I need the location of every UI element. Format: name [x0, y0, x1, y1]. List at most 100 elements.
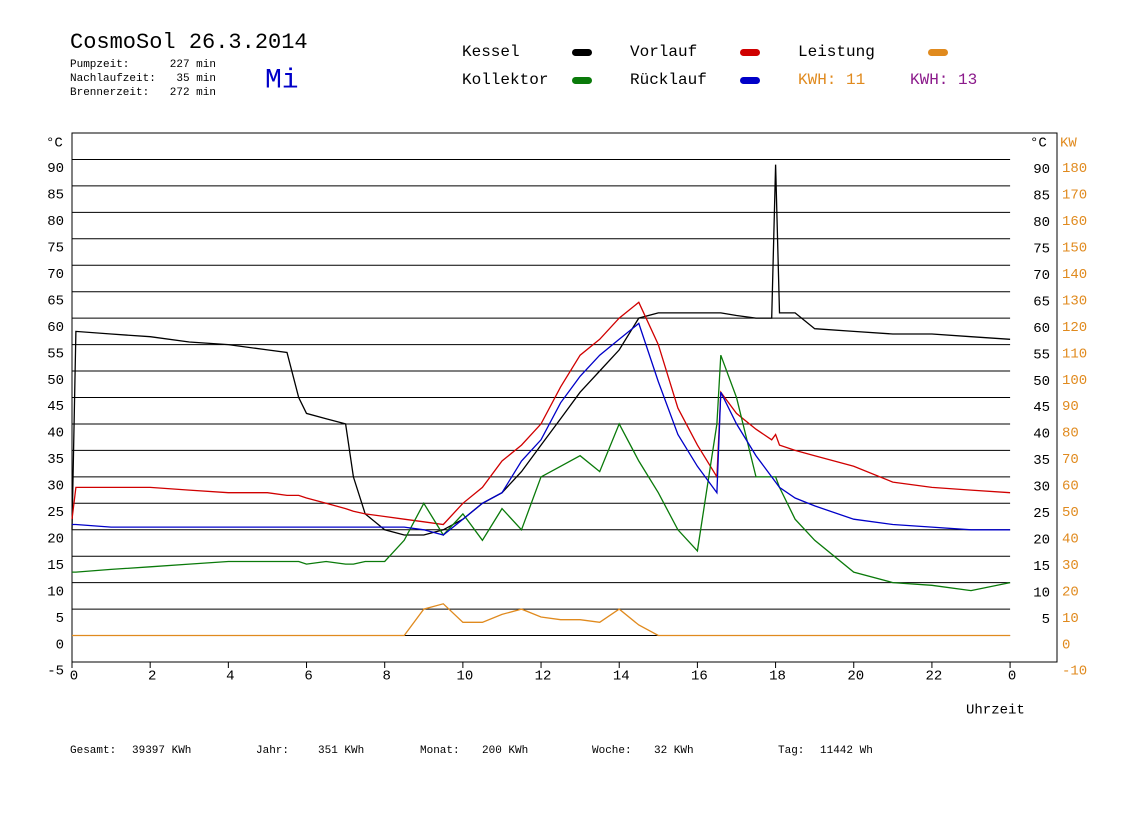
- y-tick-label: 25: [47, 505, 64, 521]
- y-tick-label: 50: [47, 373, 64, 389]
- y-tick-label: 15: [47, 558, 64, 574]
- y-right-tick-label: 35: [1033, 453, 1050, 469]
- footer-value: 39397 KWh: [132, 745, 191, 757]
- y2-tick-label: 60: [1062, 479, 1079, 495]
- weekday: Mi: [265, 65, 299, 96]
- y2-tick-label: 140: [1062, 267, 1087, 283]
- legend-swatch: [740, 49, 760, 56]
- y-tick-label: 85: [47, 188, 64, 204]
- x-tick-label: 14: [613, 669, 630, 685]
- x-tick-label: 6: [304, 669, 312, 685]
- y2-tick-label: 50: [1062, 505, 1079, 521]
- y2-tick-label: -10: [1062, 664, 1087, 680]
- y-right-tick-label: 25: [1033, 506, 1050, 522]
- y-right-tick-label: 65: [1033, 294, 1050, 310]
- y-label: °C: [46, 136, 63, 152]
- title: CosmoSol 26.3.2014: [70, 30, 308, 55]
- y2-tick-label: 130: [1062, 293, 1087, 309]
- kwh-label: KWH: 11: [798, 71, 865, 89]
- stat-label: Nachlaufzeit:: [70, 73, 156, 85]
- stat-label: Brennerzeit:: [70, 87, 149, 99]
- x-label: Uhrzeit: [966, 703, 1025, 719]
- kwh-label: KWH: 13: [910, 71, 977, 89]
- stat-label: Pumpzeit:: [70, 59, 129, 71]
- legend-label: Kessel: [462, 43, 520, 61]
- y2-tick-label: 160: [1062, 214, 1087, 230]
- x-tick-label: 12: [535, 669, 552, 685]
- y-right-tick-label: 10: [1033, 585, 1050, 601]
- y-right-tick-label: 5: [1042, 612, 1050, 628]
- y2-tick-label: 120: [1062, 320, 1087, 336]
- footer-value: 351 KWh: [318, 745, 364, 757]
- series-line: [72, 354, 1011, 592]
- series-line: [71, 301, 1011, 526]
- footer-value: 11442 Wh: [820, 745, 873, 757]
- footer-value: 32 KWh: [654, 745, 694, 757]
- legend-swatch: [928, 49, 948, 56]
- y-right-tick-label: 85: [1033, 189, 1050, 205]
- y-right-tick-label: 20: [1033, 532, 1050, 548]
- y-tick-label: -5: [47, 664, 64, 680]
- legend-label: Kollektor: [462, 71, 548, 89]
- y-right-tick-label: 55: [1033, 347, 1050, 363]
- y-right-tick-label: 80: [1033, 215, 1050, 231]
- y-right-label: °C: [1030, 136, 1047, 152]
- y-tick-label: 65: [47, 293, 64, 309]
- y2-tick-label: 80: [1062, 426, 1079, 442]
- stat-value: 227 min: [170, 59, 216, 71]
- y2-tick-label: 20: [1062, 584, 1079, 600]
- x-tick-label: 0: [70, 669, 78, 685]
- y2-tick-label: 110: [1062, 346, 1087, 362]
- x-tick-label: 4: [226, 669, 234, 685]
- y-tick-label: 40: [47, 426, 64, 442]
- y-right-tick-label: 40: [1033, 427, 1050, 443]
- y2-tick-label: 180: [1062, 161, 1087, 177]
- y2-tick-label: 40: [1062, 531, 1079, 547]
- y-tick-label: 0: [56, 637, 64, 653]
- y-tick-label: 90: [47, 161, 64, 177]
- y2-tick-label: 30: [1062, 558, 1079, 574]
- legend-label: Rücklauf: [630, 71, 707, 89]
- y-right-tick-label: 50: [1033, 374, 1050, 390]
- y-tick-label: 55: [47, 346, 64, 362]
- series-line: [71, 164, 1011, 536]
- y-tick-label: 35: [47, 452, 64, 468]
- x-tick-label: 10: [456, 669, 473, 685]
- y-tick-label: 30: [47, 479, 64, 495]
- legend-swatch: [572, 49, 592, 56]
- legend-label: Vorlauf: [630, 43, 697, 61]
- series-line: [72, 603, 1011, 637]
- x-tick-label: 18: [769, 669, 786, 685]
- x-tick-label: 8: [382, 669, 390, 685]
- footer-label: Woche:: [592, 745, 632, 757]
- y-tick-label: 5: [56, 611, 64, 627]
- y2-tick-label: 10: [1062, 611, 1079, 627]
- footer-value: 200 KWh: [482, 745, 528, 757]
- y2-tick-label: 170: [1062, 188, 1087, 204]
- y-right-tick-label: 90: [1033, 162, 1050, 178]
- x-tick-label: 22: [926, 669, 943, 685]
- y-tick-label: 60: [47, 320, 64, 336]
- y-tick-label: 70: [47, 267, 64, 283]
- stat-value: 272 min: [170, 87, 216, 99]
- y2-label: KW: [1060, 136, 1077, 152]
- footer-label: Monat:: [420, 745, 460, 757]
- x-tick-label: 2: [148, 669, 156, 685]
- y-right-tick-label: 15: [1033, 559, 1050, 575]
- y-right-tick-label: 45: [1033, 400, 1050, 416]
- y2-tick-label: 150: [1062, 241, 1087, 257]
- x-tick-label: 16: [691, 669, 708, 685]
- footer-label: Jahr:: [256, 745, 289, 757]
- stat-value: 35 min: [176, 73, 216, 85]
- series-line: [72, 322, 1011, 536]
- legend-swatch: [572, 77, 592, 84]
- y-right-tick-label: 75: [1033, 242, 1050, 258]
- y-right-tick-label: 30: [1033, 480, 1050, 496]
- y2-tick-label: 100: [1062, 373, 1087, 389]
- y2-tick-label: 70: [1062, 452, 1079, 468]
- y-right-tick-label: 60: [1033, 321, 1050, 337]
- footer-label: Gesamt:: [70, 745, 116, 757]
- y-tick-label: 80: [47, 214, 64, 230]
- y-tick-label: 10: [47, 584, 64, 600]
